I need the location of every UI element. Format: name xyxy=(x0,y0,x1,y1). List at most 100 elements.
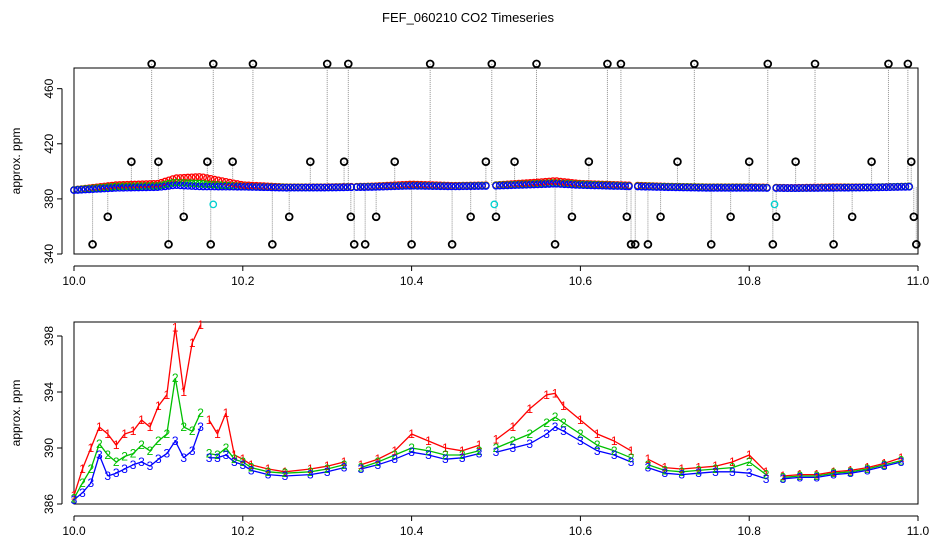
series-1-marker: 1 xyxy=(265,462,272,476)
series-3-point xyxy=(210,182,219,191)
series-3-point xyxy=(248,183,257,191)
reference-point xyxy=(407,240,416,249)
series-3-point xyxy=(406,181,414,190)
series-3-point xyxy=(598,181,607,190)
series-3-point xyxy=(375,182,384,191)
series-3-point xyxy=(698,183,707,192)
series-3-point xyxy=(339,183,348,192)
series-2-line xyxy=(884,459,902,466)
series-1-marker: 1 xyxy=(864,461,871,475)
series-3-point xyxy=(694,183,703,192)
series-2-marker: 2 xyxy=(493,441,500,455)
series-1-line xyxy=(191,324,202,344)
series-2-line xyxy=(495,440,514,449)
series-2-marker: 2 xyxy=(763,468,770,482)
y-axis-label: approx. ppm xyxy=(9,380,23,447)
series-3-point xyxy=(744,184,752,192)
reference-point xyxy=(550,240,560,249)
series-3-point xyxy=(613,182,622,190)
series-3-point xyxy=(77,185,86,194)
reference-point xyxy=(228,157,237,166)
series-3-point xyxy=(751,184,760,192)
series-2-marker: 2 xyxy=(88,462,95,476)
series-3-point xyxy=(725,184,733,192)
series-1-marker: 1 xyxy=(130,424,137,438)
series-3-point xyxy=(690,183,699,192)
x-tick-label: 10.2 xyxy=(231,274,255,288)
series-2-line xyxy=(124,452,134,458)
y-tick-label: 394 xyxy=(42,382,56,402)
series-3-point xyxy=(428,182,437,190)
x-tick-label: 11.0 xyxy=(907,274,930,288)
series-2-line xyxy=(234,458,244,463)
series-2-marker: 2 xyxy=(678,465,685,479)
series-2-marker: 2 xyxy=(104,448,111,462)
series-2-marker: 2 xyxy=(206,447,213,461)
series-2-line xyxy=(251,466,269,473)
series-1-marker: 1 xyxy=(223,406,230,420)
reference-point xyxy=(203,157,212,166)
series-2-point xyxy=(203,180,211,188)
series-2-marker: 2 xyxy=(628,451,635,465)
series-3-marker: 3 xyxy=(265,468,272,482)
series-3-point xyxy=(417,182,426,190)
series-1-line xyxy=(377,450,396,460)
x-tick-label: 10.6 xyxy=(569,274,593,288)
series-2-line xyxy=(597,444,615,452)
series-3-point xyxy=(436,182,445,191)
reference-point xyxy=(616,59,626,69)
series-2-line xyxy=(225,447,235,460)
series-2-marker: 2 xyxy=(594,438,601,452)
series-2-line xyxy=(191,412,202,432)
series-3-point xyxy=(503,181,512,190)
reference-point xyxy=(643,240,653,249)
series-1-marker: 1 xyxy=(881,456,888,470)
series-1-marker: 1 xyxy=(510,420,517,434)
series-3-point xyxy=(763,184,771,192)
series-3-point xyxy=(886,183,894,192)
series-3-line xyxy=(251,469,269,476)
series-3-point xyxy=(368,183,376,191)
series-3-marker: 3 xyxy=(130,458,137,472)
series-3-line xyxy=(73,492,83,501)
reference-point xyxy=(360,240,370,249)
series-2-line xyxy=(98,443,109,456)
series-3-point xyxy=(526,180,535,189)
series-3-point xyxy=(256,183,264,192)
series-3-point xyxy=(267,183,276,192)
series-1-line xyxy=(445,447,463,452)
series-2-marker: 2 xyxy=(197,406,204,420)
series-2-marker: 2 xyxy=(239,455,246,469)
series-1-line xyxy=(411,433,429,442)
series-3-marker: 3 xyxy=(493,445,500,459)
series-3-point xyxy=(294,183,302,192)
series-3-marker: 3 xyxy=(780,472,787,486)
series-3-point xyxy=(153,183,162,192)
series-2-line xyxy=(310,468,328,473)
series-3-line xyxy=(580,440,598,452)
series-3-point xyxy=(364,183,372,191)
series-3-point xyxy=(645,182,654,191)
series-2-marker: 2 xyxy=(324,462,331,476)
reference-point xyxy=(339,157,349,166)
series-3-marker: 3 xyxy=(847,466,854,480)
series-3-marker: 3 xyxy=(712,465,719,479)
series-2-line xyxy=(208,452,218,456)
series-3-line xyxy=(732,471,750,474)
series-3-line xyxy=(166,440,176,454)
series-1-marker: 1 xyxy=(341,455,348,469)
series-1-marker: 1 xyxy=(476,438,483,452)
series-2-line xyxy=(462,450,480,456)
series-1-point xyxy=(176,174,185,182)
series-3-point xyxy=(706,184,714,192)
series-3-point xyxy=(157,182,166,191)
series-1-marker: 1 xyxy=(442,441,449,455)
series-3-marker: 3 xyxy=(121,462,128,476)
series-2-marker: 2 xyxy=(155,434,162,448)
series-3-point xyxy=(882,183,891,192)
series-1-line xyxy=(816,471,834,476)
series-3-marker: 3 xyxy=(307,468,314,482)
series-2-marker: 2 xyxy=(661,463,668,477)
series-3-line xyxy=(242,464,252,471)
series-2-marker: 2 xyxy=(847,465,854,479)
